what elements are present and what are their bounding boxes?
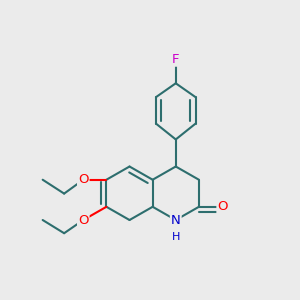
Text: N: N bbox=[171, 214, 181, 226]
Text: O: O bbox=[78, 214, 88, 226]
Text: F: F bbox=[172, 53, 179, 66]
Text: O: O bbox=[78, 173, 88, 186]
Text: O: O bbox=[218, 200, 228, 213]
Text: H: H bbox=[172, 232, 180, 242]
